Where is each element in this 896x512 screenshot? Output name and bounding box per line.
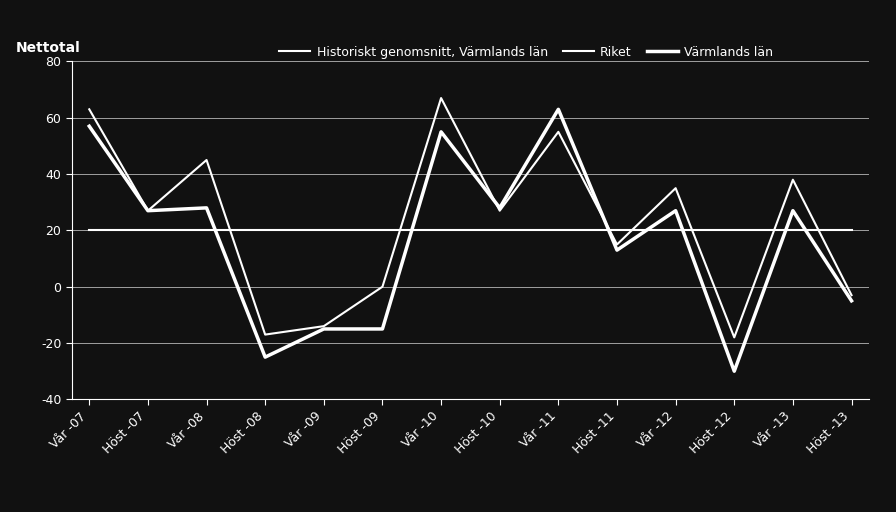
Riket [318,323,329,329]
Riket [612,242,623,248]
Värmlands län [377,326,388,332]
Värmlands län [670,208,681,214]
Historiskt genomsnitt, Värmlands län [670,227,681,233]
Historiskt genomsnitt, Värmlands län [260,227,271,233]
Historiskt genomsnitt, Värmlands län [553,227,564,233]
Riket [260,332,271,338]
Riket [728,334,739,340]
Historiskt genomsnitt, Värmlands län [318,227,329,233]
Historiskt genomsnitt, Värmlands län [377,227,388,233]
Historiskt genomsnitt, Värmlands län [612,227,623,233]
Värmlands län [728,368,739,374]
Riket [377,284,388,290]
Värmlands län [435,129,446,135]
Värmlands län [553,106,564,113]
Riket [495,208,505,214]
Text: Nettotal: Nettotal [16,40,81,55]
Line: Värmlands län: Värmlands län [90,110,851,371]
Värmlands län [142,208,153,214]
Riket [202,157,212,163]
Värmlands län [846,298,857,304]
Historiskt genomsnitt, Värmlands län [142,227,153,233]
Riket [846,292,857,298]
Värmlands län [202,205,212,211]
Historiskt genomsnitt, Värmlands län [84,227,95,233]
Värmlands län [84,123,95,129]
Historiskt genomsnitt, Värmlands län [435,227,446,233]
Riket [84,106,95,113]
Värmlands län [318,326,329,332]
Riket [142,208,153,214]
Line: Riket: Riket [90,98,851,337]
Historiskt genomsnitt, Värmlands län [728,227,739,233]
Värmlands län [495,205,505,211]
Värmlands län [260,354,271,360]
Riket [788,177,798,183]
Riket [553,129,564,135]
Värmlands län [788,208,798,214]
Värmlands län [612,247,623,253]
Riket [435,95,446,101]
Historiskt genomsnitt, Värmlands län [495,227,505,233]
Historiskt genomsnitt, Värmlands län [202,227,212,233]
Riket [670,185,681,191]
Historiskt genomsnitt, Värmlands län [846,227,857,233]
Historiskt genomsnitt, Värmlands län [788,227,798,233]
Legend: Historiskt genomsnitt, Värmlands län, Riket, Värmlands län: Historiskt genomsnitt, Värmlands län, Ri… [274,40,779,63]
